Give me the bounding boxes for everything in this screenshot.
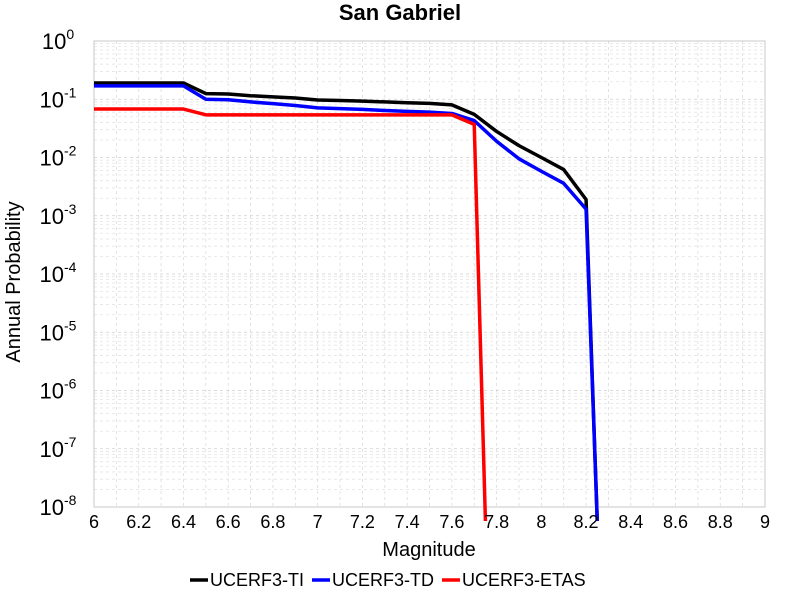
x-tick-label: 8.4 [618, 512, 643, 532]
x-tick-label: 7.8 [484, 512, 509, 532]
x-tick-label: 8.6 [663, 512, 688, 532]
x-tick-label: 6.6 [216, 512, 241, 532]
x-tick-label: 7.4 [395, 512, 420, 532]
y-tick-label: 10-5 [40, 317, 77, 345]
series-line-ucerf3-ti [94, 81, 599, 522]
x-tick-labels: 6 6.2 6.4 6.6 6.8 7 7.2 7.4 7.6 7.8 8 8.2 8.4 8.6 8.8 9 [89, 512, 770, 532]
x-tick-label: 6.8 [260, 512, 285, 532]
x-tick-label: 7 [313, 512, 323, 532]
legend-item: UCERF3-TI [190, 570, 304, 590]
x-axis-label: Magnitude [382, 539, 475, 561]
legend-item: UCERF3-ETAS [442, 570, 586, 590]
series-line-ucerf3-td [94, 84, 599, 522]
y-tick-label: 100 [42, 26, 74, 54]
series-line-ucerf3-etas [94, 107, 488, 522]
x-tick-label: 7.6 [439, 512, 464, 532]
x-tick-label: 8.8 [708, 512, 733, 532]
legend-item: UCERF3-TD [312, 570, 434, 590]
y-tick-label: 10-1 [40, 84, 77, 112]
y-tick-label: 10-4 [40, 259, 77, 287]
legend: UCERF3-TI UCERF3-TD UCERF3-ETAS [190, 570, 586, 590]
y-axis-label: Annual Probability [3, 201, 25, 362]
legend-label: UCERF3-TI [210, 570, 304, 590]
series-group [94, 81, 599, 522]
y-tick-label: 10-8 [40, 492, 77, 520]
y-tick-label: 10-7 [40, 434, 77, 462]
chart-title: San Gabriel [339, 0, 461, 25]
x-tick-label: 7.2 [350, 512, 375, 532]
grid [93, 41, 766, 508]
x-tick-label: 6.4 [171, 512, 196, 532]
y-tick-label: 10-2 [40, 143, 77, 171]
x-tick-label: 6.2 [126, 512, 151, 532]
y-tick-label: 10-3 [40, 201, 77, 229]
y-tick-labels: 100 10-1 10-2 10-3 10-4 10-5 10-6 10-7 10-8 [40, 26, 77, 520]
legend-label: UCERF3-TD [332, 570, 434, 590]
plot-frame [93, 40, 766, 508]
x-tick-label: 8 [536, 512, 546, 532]
legend-label: UCERF3-ETAS [462, 570, 586, 590]
x-tick-label: 8.2 [574, 512, 599, 532]
x-tick-label: 6 [89, 512, 99, 532]
y-tick-label: 10-6 [40, 376, 77, 404]
x-tick-label: 9 [760, 512, 770, 532]
